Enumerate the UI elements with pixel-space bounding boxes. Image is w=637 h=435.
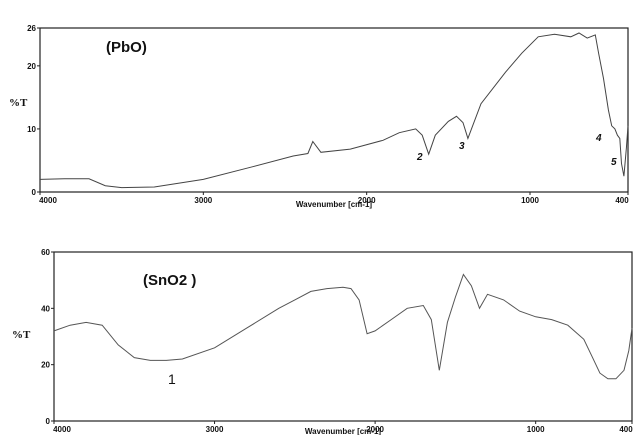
sno2-x-tick-label: 4000 — [53, 425, 71, 434]
pbo-peak-label-5: 5 — [611, 157, 617, 168]
sno2-y-axis-label: %T — [12, 329, 31, 341]
sno2-x-ticks: 4000 3000 2000 1000 400 — [53, 421, 633, 434]
pbo-peak-label-4: 4 — [595, 133, 602, 144]
pbo-spectrum-line — [39, 32, 629, 189]
sno2-x-tick-label: 1000 — [527, 425, 545, 434]
pbo-x-tick-label: 1000 — [521, 196, 539, 205]
pbo-x-tick-label: 2000 — [358, 196, 376, 205]
sno2-y-tick-label: 0 — [46, 417, 51, 426]
sno2-x-tick-label: 2000 — [366, 425, 384, 434]
pbo-x-tick-label: 400 — [615, 196, 629, 205]
sno2-chart: 4000 3000 2000 1000 400 0 20 40 60 (SnO2 ) Wave… — [12, 248, 633, 435]
pbo-y-ticks: 0 10 20 26 — [27, 24, 40, 197]
pbo-plot-frame — [39, 27, 629, 193]
sno2-x-tick-label: 3000 — [206, 425, 224, 434]
pbo-y-axis-label: %T — [9, 97, 28, 109]
pbo-x-tick-label: 4000 — [39, 196, 57, 205]
pbo-x-tick-label: 3000 — [194, 196, 212, 205]
sno2-peak-label-1: 1 — [168, 371, 176, 387]
sno2-chart-title: (SnO2 ) — [143, 272, 196, 289]
pbo-x-ticks: 4000 3000 2000 1000 400 — [39, 192, 629, 205]
pbo-y-tick-label: 0 — [32, 188, 37, 197]
sno2-y-tick-label: 20 — [41, 361, 50, 370]
pbo-y-tick-label: 20 — [27, 62, 36, 71]
pbo-y-tick-label: 26 — [27, 24, 36, 33]
pbo-peak-label-3: 3 — [459, 141, 465, 152]
pbo-chart-title: (PbO) — [106, 39, 147, 56]
sno2-y-tick-label: 60 — [41, 248, 50, 257]
sno2-plot-frame — [53, 251, 633, 422]
pbo-y-tick-label: 10 — [27, 125, 36, 134]
pbo-x-axis-label: Wavenumber [cm-1] — [296, 200, 373, 209]
sno2-x-axis-label: Wavenumber [cm-1] — [305, 427, 382, 435]
pbo-chart: 4000 3000 2000 1000 400 0 10 20 26 (PbO) Wavenu… — [9, 24, 629, 209]
pbo-peak-label-2: 2 — [416, 152, 423, 163]
sno2-x-tick-label: 400 — [619, 425, 633, 434]
sno2-y-tick-label: 40 — [41, 304, 50, 313]
sno2-y-ticks: 0 20 40 60 — [41, 248, 54, 426]
sno2-spectrum-line — [53, 273, 633, 380]
